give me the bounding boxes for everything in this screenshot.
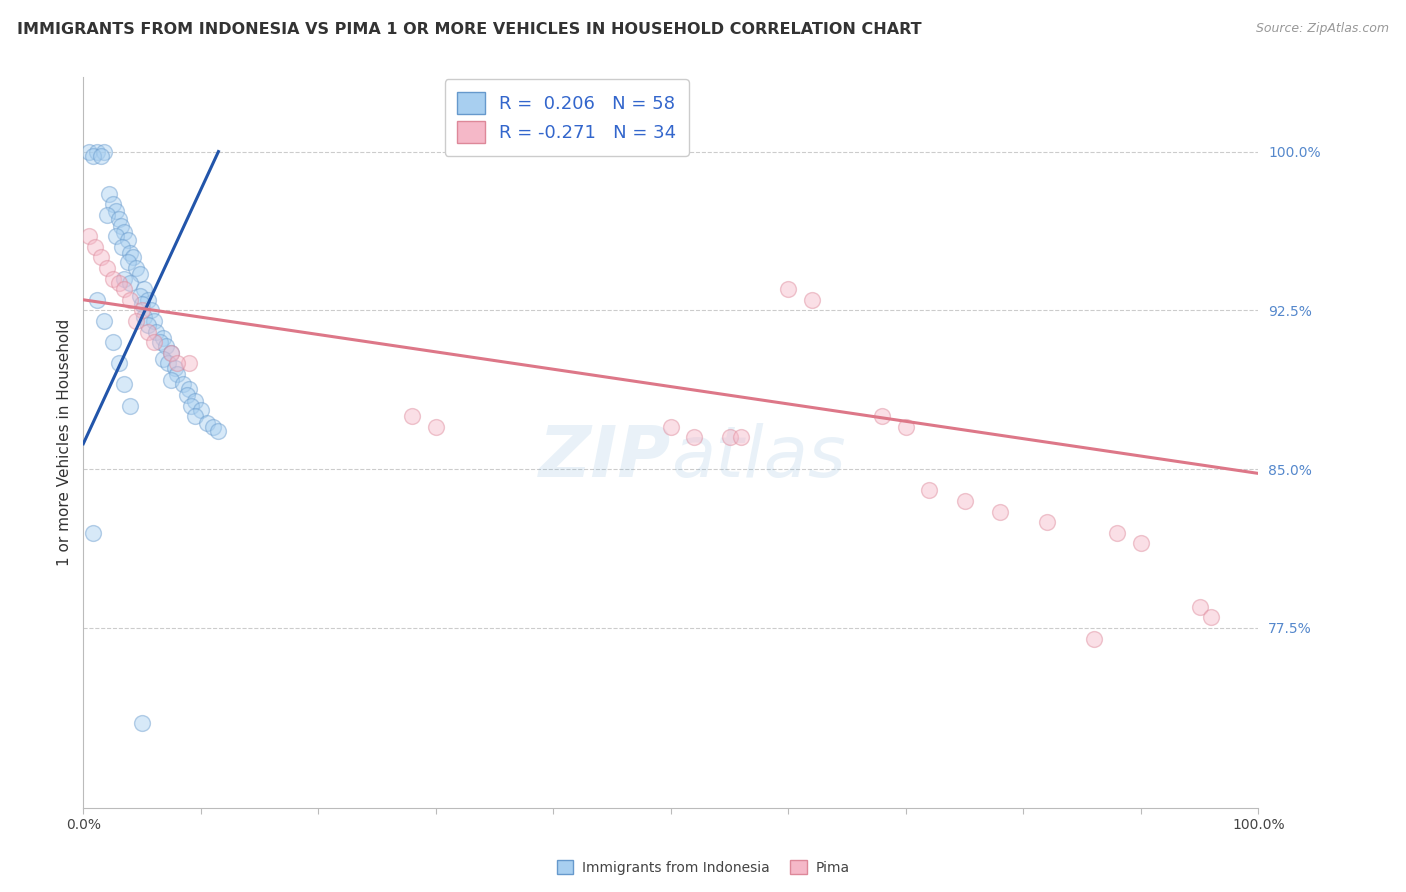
- Point: [96, 208, 118, 222]
- Point: [112, 225, 135, 239]
- Point: [86, 293, 108, 307]
- Point: [131, 303, 153, 318]
- Point: [425, 420, 447, 434]
- Point: [131, 297, 153, 311]
- Point: [160, 345, 183, 359]
- Point: [953, 494, 976, 508]
- Point: [77, 229, 100, 244]
- Point: [93, 145, 115, 159]
- Point: [90, 251, 112, 265]
- Point: [195, 416, 218, 430]
- Point: [128, 288, 150, 302]
- Point: [82, 149, 104, 163]
- Point: [800, 293, 823, 307]
- Point: [82, 525, 104, 540]
- Point: [1129, 536, 1152, 550]
- Point: [1188, 599, 1211, 614]
- Point: [121, 251, 143, 265]
- Point: [152, 352, 174, 367]
- Text: IMMIGRANTS FROM INDONESIA VS PIMA 1 OR MORE VEHICLES IN HOUSEHOLD CORRELATION CH: IMMIGRANTS FROM INDONESIA VS PIMA 1 OR M…: [17, 22, 921, 37]
- Point: [117, 254, 139, 268]
- Point: [112, 282, 135, 296]
- Point: [134, 310, 156, 324]
- Point: [894, 420, 917, 434]
- Point: [90, 149, 112, 163]
- Point: [120, 399, 142, 413]
- Point: [730, 430, 752, 444]
- Point: [112, 271, 135, 285]
- Point: [718, 430, 741, 444]
- Point: [988, 504, 1011, 518]
- Point: [101, 335, 124, 350]
- Point: [86, 145, 108, 159]
- Point: [131, 716, 153, 731]
- Point: [163, 360, 186, 375]
- Point: [77, 145, 100, 159]
- Point: [98, 186, 121, 201]
- Point: [93, 314, 115, 328]
- Point: [156, 356, 179, 370]
- Point: [107, 212, 129, 227]
- Text: Source: ZipAtlas.com: Source: ZipAtlas.com: [1256, 22, 1389, 36]
- Point: [160, 373, 183, 387]
- Point: [107, 276, 129, 290]
- Point: [101, 197, 124, 211]
- Point: [155, 339, 177, 353]
- Point: [1083, 632, 1105, 646]
- Point: [134, 282, 156, 296]
- Point: [101, 271, 124, 285]
- Point: [401, 409, 423, 424]
- Point: [918, 483, 941, 498]
- Point: [105, 203, 128, 218]
- Point: [125, 314, 148, 328]
- Text: ZIP: ZIP: [538, 423, 671, 491]
- Point: [142, 335, 165, 350]
- Point: [136, 318, 159, 333]
- Point: [152, 331, 174, 345]
- Point: [120, 293, 142, 307]
- Point: [778, 282, 800, 296]
- Point: [177, 356, 200, 370]
- Point: [184, 409, 207, 424]
- Point: [136, 293, 159, 307]
- Point: [166, 356, 188, 370]
- Point: [111, 240, 134, 254]
- Point: [1036, 515, 1059, 529]
- Text: atlas: atlas: [671, 423, 845, 491]
- Point: [96, 260, 118, 275]
- Point: [659, 420, 682, 434]
- Point: [201, 420, 224, 434]
- Point: [112, 377, 135, 392]
- Point: [141, 303, 163, 318]
- Point: [176, 388, 198, 402]
- Point: [117, 234, 139, 248]
- Point: [145, 325, 167, 339]
- Point: [149, 335, 172, 350]
- Point: [180, 399, 202, 413]
- Point: [683, 430, 706, 444]
- Point: [184, 394, 207, 409]
- Point: [872, 409, 894, 424]
- Point: [120, 276, 142, 290]
- Legend: R =  0.206   N = 58, R = -0.271   N = 34: R = 0.206 N = 58, R = -0.271 N = 34: [444, 79, 689, 156]
- Point: [142, 314, 165, 328]
- Point: [107, 356, 129, 370]
- Point: [84, 240, 107, 254]
- Y-axis label: 1 or more Vehicles in Household: 1 or more Vehicles in Household: [58, 319, 72, 566]
- Point: [207, 424, 229, 438]
- Point: [1201, 610, 1223, 624]
- Point: [110, 219, 132, 233]
- Point: [128, 268, 150, 282]
- Point: [172, 377, 194, 392]
- Point: [125, 260, 148, 275]
- Point: [190, 403, 212, 417]
- Point: [136, 325, 159, 339]
- Point: [177, 382, 200, 396]
- Point: [166, 367, 188, 381]
- Point: [1107, 525, 1129, 540]
- Legend: Immigrants from Indonesia, Pima: Immigrants from Indonesia, Pima: [551, 855, 855, 880]
- Point: [160, 345, 183, 359]
- Point: [105, 229, 128, 244]
- Point: [120, 246, 142, 260]
